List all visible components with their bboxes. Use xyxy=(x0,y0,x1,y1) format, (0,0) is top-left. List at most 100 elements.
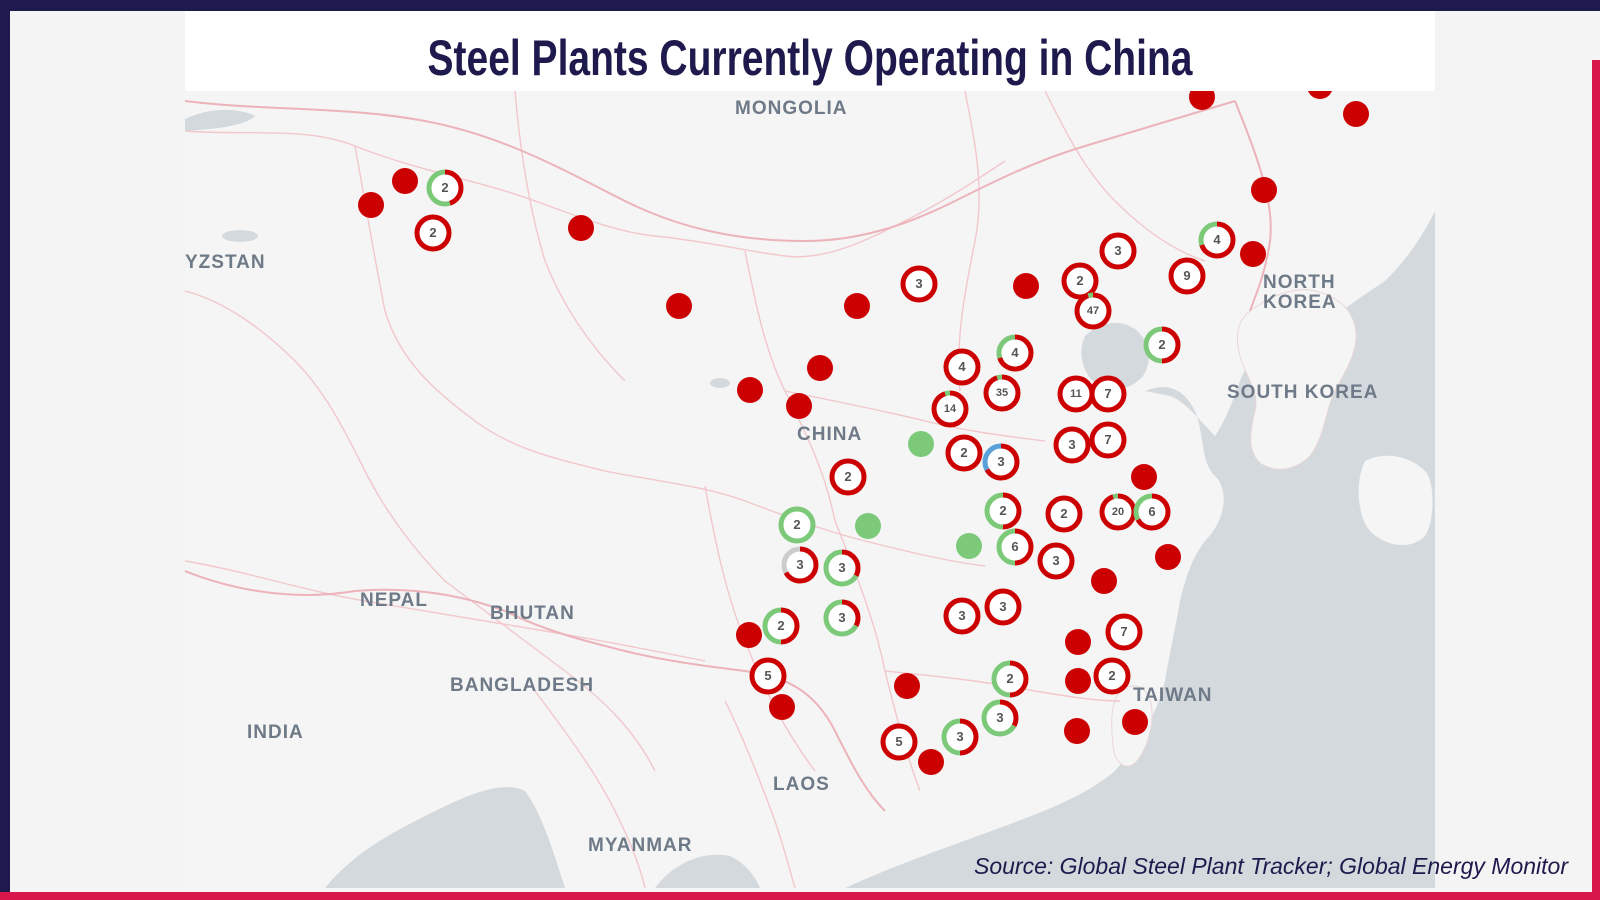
plant-cluster-marker[interactable]: 2 xyxy=(944,433,984,473)
plant-marker-operating[interactable] xyxy=(918,749,944,775)
plant-marker-operating[interactable] xyxy=(1122,709,1148,735)
plant-cluster-marker[interactable]: 4 xyxy=(942,347,982,387)
plant-marker-operating[interactable] xyxy=(1155,544,1181,570)
plant-marker-operating[interactable] xyxy=(1131,464,1157,490)
plant-cluster-marker[interactable]: 7 xyxy=(1088,374,1128,414)
page-title: Steel Plants Currently Operating in Chin… xyxy=(427,30,1193,86)
cluster-ring-operating xyxy=(749,657,787,695)
plant-cluster-marker[interactable]: 11 xyxy=(1056,374,1096,414)
plant-cluster-marker[interactable]: 6 xyxy=(1132,492,1172,532)
plant-marker-operating[interactable] xyxy=(392,168,418,194)
plant-cluster-marker[interactable]: 3 xyxy=(822,548,862,588)
plant-cluster-marker[interactable]: 3 xyxy=(940,717,980,757)
plant-marker-operating[interactable] xyxy=(1251,177,1277,203)
plant-cluster-marker[interactable]: 2 xyxy=(1142,325,1182,365)
lake-balkhash xyxy=(185,109,255,131)
plant-marker-operating[interactable] xyxy=(1091,568,1117,594)
plant-marker-operating[interactable] xyxy=(1065,629,1091,655)
cluster-count-label: 4 xyxy=(1213,232,1221,247)
plant-cluster-marker[interactable]: 2 xyxy=(777,505,817,545)
province-borders xyxy=(185,91,1206,888)
plant-cluster-marker[interactable]: 4 xyxy=(1197,220,1237,260)
plant-marker-operating[interactable] xyxy=(568,215,594,241)
plant-cluster-marker[interactable]: 2 xyxy=(828,457,868,497)
plant-marker-other-status[interactable] xyxy=(956,533,982,559)
cluster-count-label: 9 xyxy=(1183,268,1191,283)
cluster-count-label: 2 xyxy=(777,618,785,633)
plant-cluster-marker[interactable]: 2 xyxy=(983,491,1023,531)
plant-cluster-marker[interactable]: 4 xyxy=(995,333,1035,373)
plant-cluster-marker[interactable]: 2 xyxy=(1060,261,1100,301)
cluster-ring-operating xyxy=(1099,232,1137,270)
plant-marker-other-status[interactable] xyxy=(908,431,934,457)
plant-cluster-marker[interactable]: 7 xyxy=(1104,612,1144,652)
cluster-count-label: 3 xyxy=(1114,243,1122,258)
plant-cluster-marker[interactable]: 3 xyxy=(1036,541,1076,581)
plant-cluster-marker[interactable]: 5 xyxy=(879,722,919,762)
plant-cluster-marker[interactable]: 3 xyxy=(780,545,820,585)
cluster-ring-operating xyxy=(1089,375,1127,413)
cluster-count-label: 3 xyxy=(956,729,964,744)
cluster-count-label: 4 xyxy=(1011,345,1019,360)
plant-marker-other-status[interactable] xyxy=(855,513,881,539)
cluster-ring-operating xyxy=(1089,421,1127,459)
cluster-ring-operating xyxy=(414,214,452,252)
plant-marker-operating[interactable] xyxy=(807,355,833,381)
plant-marker-operating[interactable] xyxy=(737,377,763,403)
plant-marker-operating[interactable] xyxy=(1189,91,1215,110)
plant-cluster-marker[interactable]: 3 xyxy=(899,264,939,304)
plant-marker-operating[interactable] xyxy=(1307,91,1333,99)
plant-cluster-marker[interactable]: 6 xyxy=(995,527,1035,567)
plant-marker-operating[interactable] xyxy=(666,293,692,319)
plant-cluster-marker[interactable]: 3 xyxy=(980,698,1020,738)
plant-cluster-marker[interactable]: 2 xyxy=(1044,494,1084,534)
cluster-ring-operating xyxy=(943,597,981,635)
plant-marker-operating[interactable] xyxy=(786,393,812,419)
plant-marker-operating[interactable] xyxy=(736,622,762,648)
plant-cluster-marker[interactable]: 3 xyxy=(1098,231,1138,271)
cluster-ring-other xyxy=(1074,292,1112,330)
cluster-ring-operating xyxy=(1093,657,1131,695)
plant-cluster-marker[interactable]: 3 xyxy=(942,596,982,636)
plant-cluster-marker[interactable]: 3 xyxy=(981,442,1021,482)
plant-marker-operating[interactable] xyxy=(769,694,795,720)
plant-marker-operating[interactable] xyxy=(1240,241,1266,267)
cluster-count-label: 4 xyxy=(958,359,966,374)
plant-cluster-marker[interactable]: 14 xyxy=(930,389,970,429)
plant-marker-operating[interactable] xyxy=(1343,101,1369,127)
plant-cluster-marker[interactable]: 2 xyxy=(413,213,453,253)
cluster-count-label: 3 xyxy=(838,610,846,625)
plant-marker-operating[interactable] xyxy=(1065,668,1091,694)
plant-marker-operating[interactable] xyxy=(894,673,920,699)
cluster-count-label: 2 xyxy=(1108,668,1116,683)
cluster-count-label: 3 xyxy=(838,560,846,575)
plant-cluster-marker[interactable]: 7 xyxy=(1088,420,1128,460)
cluster-count-label: 3 xyxy=(796,557,804,572)
plant-cluster-marker[interactable]: 2 xyxy=(761,606,801,646)
plant-cluster-marker[interactable]: 3 xyxy=(983,587,1023,627)
plant-cluster-marker[interactable]: 3 xyxy=(822,598,862,638)
plant-cluster-marker[interactable]: 2 xyxy=(990,659,1030,699)
plant-marker-operating[interactable] xyxy=(358,192,384,218)
plant-cluster-marker[interactable]: 47 xyxy=(1073,291,1113,331)
title-band: Steel Plants Currently Operating in Chin… xyxy=(185,11,1435,91)
plant-cluster-marker[interactable]: 3 xyxy=(1052,425,1092,465)
plant-marker-operating[interactable] xyxy=(1064,718,1090,744)
plant-marker-operating[interactable] xyxy=(1013,273,1039,299)
cluster-count-label: 6 xyxy=(1011,539,1019,554)
plant-cluster-marker[interactable]: 9 xyxy=(1167,256,1207,296)
map[interactable]: MONGOLIA YZSTAN CHINA NORTH KOREA SOUTH … xyxy=(185,91,1435,888)
plant-marker-operating[interactable] xyxy=(844,293,870,319)
label-taiwan: TAIWAN xyxy=(1133,685,1213,706)
cluster-ring-other xyxy=(1099,493,1137,531)
cluster-count-label: 2 xyxy=(960,445,968,460)
label-india: INDIA xyxy=(247,722,304,743)
cluster-ring-other xyxy=(823,599,861,637)
plant-cluster-marker[interactable]: 2 xyxy=(425,168,465,208)
plant-cluster-marker[interactable]: 2 xyxy=(1092,656,1132,696)
cluster-ring-third xyxy=(982,443,1020,481)
plant-cluster-marker[interactable]: 35 xyxy=(982,373,1022,413)
cluster-ring-operating xyxy=(900,265,938,303)
cluster-count-label: 3 xyxy=(1068,437,1076,452)
plant-cluster-marker[interactable]: 5 xyxy=(748,656,788,696)
